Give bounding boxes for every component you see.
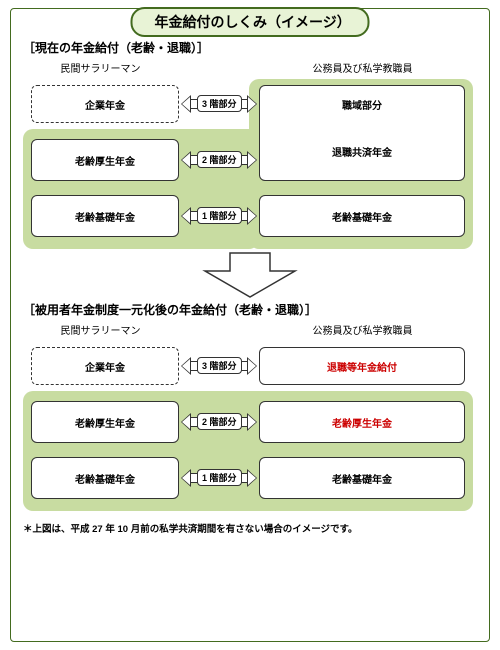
box2-left-2: 老齢基礎年金	[31, 457, 179, 499]
level2-label-1: 2 階部分	[197, 413, 242, 430]
box-right-0: 職域部分	[259, 85, 465, 123]
level-label-1: 2 階部分	[197, 151, 242, 168]
box2-left-0: 企業年金	[31, 347, 179, 385]
level-label-2: 1 階部分	[197, 207, 242, 224]
column-headers-current: 民間サラリーマン 公務員及び私学教職員	[23, 60, 477, 75]
column-headers-after: 民間サラリーマン 公務員及び私学教職員	[23, 322, 477, 337]
level2-label-2: 1 階部分	[197, 469, 242, 486]
grid-current: 企業年金 老齢厚生年金 老齢基礎年金 職域部分 退職共済年金 老齢基礎年金 3 …	[23, 79, 477, 249]
box2-right-2: 老齢基礎年金	[259, 457, 465, 499]
box-left-2: 老齢基礎年金	[31, 195, 179, 237]
down-arrow-icon	[23, 251, 477, 299]
col-left-header-2: 民間サラリーマン	[23, 322, 178, 337]
footnote: ＊上図は、平成 27 年 10 月前の私学共済期間を有さない場合のイメージです。	[23, 521, 477, 535]
box2-right-0: 退職等年金給付	[259, 347, 465, 385]
box-left-1: 老齢厚生年金	[31, 139, 179, 181]
main-title: 年金給付のしくみ（イメージ）	[131, 7, 370, 37]
col-right-header-2: 公務員及び私学教職員	[248, 322, 477, 337]
level2-label-0: 3 階部分	[197, 357, 242, 374]
section-current-label: ［現在の年金給付（老齢・退職）］	[23, 39, 477, 56]
col-right-header: 公務員及び私学教職員	[248, 60, 477, 75]
grid-after: 企業年金 老齢厚生年金 老齢基礎年金 退職等年金給付 老齢厚生年金 老齢基礎年金…	[23, 341, 477, 513]
col-left-header: 民間サラリーマン	[23, 60, 178, 75]
box-right-1: 退職共済年金	[259, 123, 465, 181]
level-label-0: 3 階部分	[197, 95, 242, 112]
box-right-2: 老齢基礎年金	[259, 195, 465, 237]
box2-left-1: 老齢厚生年金	[31, 401, 179, 443]
box-left-0: 企業年金	[31, 85, 179, 123]
box2-right-1: 老齢厚生年金	[259, 401, 465, 443]
section-after-label: ［被用者年金制度一元化後の年金給付（老齢・退職）］	[23, 301, 477, 318]
